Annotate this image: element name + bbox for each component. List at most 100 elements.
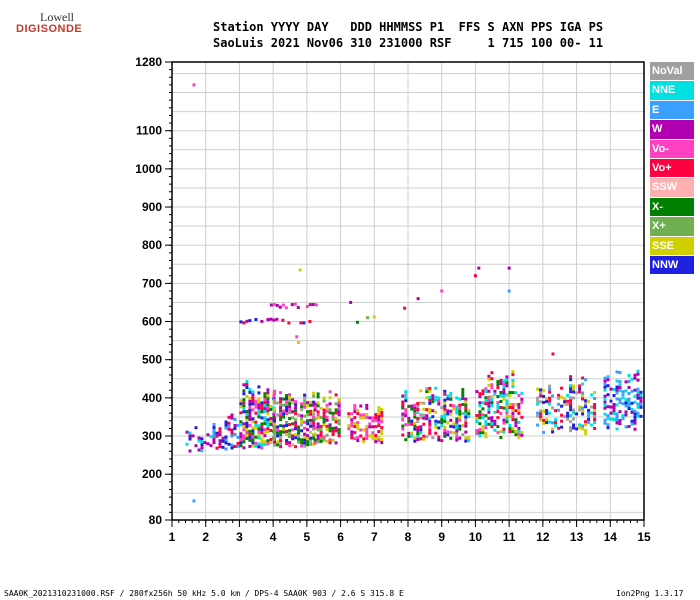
echo-point bbox=[452, 425, 456, 429]
y-tick-label: 500 bbox=[142, 353, 162, 367]
echo-point bbox=[260, 440, 264, 444]
echo-point bbox=[581, 397, 585, 401]
echo-point bbox=[606, 384, 610, 388]
echo-point bbox=[254, 411, 258, 415]
echo-point bbox=[257, 397, 261, 401]
echo-point bbox=[410, 434, 414, 438]
echo-point bbox=[449, 430, 453, 434]
echo-point bbox=[404, 408, 408, 412]
echo-point bbox=[499, 436, 503, 439]
echo-point bbox=[458, 427, 462, 431]
echo-point bbox=[242, 401, 246, 405]
echo-point bbox=[380, 420, 384, 424]
echo-point bbox=[273, 419, 277, 423]
echo-point bbox=[581, 424, 585, 428]
echo-point bbox=[615, 412, 619, 416]
echo-point bbox=[404, 393, 408, 397]
echo-point bbox=[285, 433, 289, 436]
echo-point bbox=[331, 426, 335, 430]
echo-point bbox=[309, 400, 313, 404]
echo-point bbox=[322, 396, 326, 400]
echo-point bbox=[627, 425, 631, 428]
echo-point bbox=[560, 395, 564, 399]
echo-point bbox=[615, 370, 619, 374]
trace-point bbox=[290, 303, 294, 307]
echo-point bbox=[371, 419, 375, 423]
echo-point bbox=[612, 412, 616, 415]
scatter-point bbox=[372, 315, 376, 319]
echo-point bbox=[493, 419, 497, 423]
echo-point bbox=[374, 413, 378, 417]
echo-point bbox=[334, 420, 338, 424]
echo-point bbox=[593, 397, 597, 400]
echo-point bbox=[306, 440, 310, 444]
echo-point bbox=[263, 395, 267, 399]
echo-point bbox=[306, 413, 310, 417]
echo-point bbox=[452, 404, 456, 408]
echo-point bbox=[505, 408, 509, 412]
echo-point bbox=[440, 415, 444, 419]
scatter-point bbox=[416, 297, 420, 301]
echo-point bbox=[428, 401, 432, 405]
echo-point bbox=[242, 434, 246, 438]
echo-point bbox=[297, 440, 301, 444]
echo-point bbox=[419, 428, 423, 432]
echo-point bbox=[380, 411, 384, 415]
echo-point bbox=[319, 427, 323, 431]
echo-point bbox=[224, 435, 228, 439]
echo-point bbox=[313, 405, 317, 409]
echo-point bbox=[502, 391, 506, 395]
echo-point bbox=[446, 412, 450, 416]
echo-point bbox=[245, 437, 249, 440]
echo-point bbox=[624, 413, 628, 417]
echo-point bbox=[587, 420, 591, 424]
echo-point bbox=[496, 404, 500, 408]
echo-point bbox=[263, 440, 267, 444]
echo-point bbox=[325, 415, 329, 419]
echo-point bbox=[236, 441, 240, 445]
echo-point bbox=[419, 416, 423, 420]
echo-point bbox=[590, 411, 594, 415]
scatter-point bbox=[355, 320, 359, 324]
echo-point bbox=[413, 403, 417, 407]
logo-line2: DIGISONDE bbox=[16, 23, 83, 35]
echo-point bbox=[300, 420, 304, 424]
echo-point bbox=[337, 419, 341, 423]
echo-point bbox=[636, 396, 640, 400]
echo-point bbox=[603, 379, 607, 383]
echo-point bbox=[431, 394, 435, 398]
echo-point bbox=[309, 424, 313, 428]
echo-point bbox=[615, 379, 619, 383]
scatter-point bbox=[473, 274, 477, 278]
echo-point bbox=[260, 446, 264, 450]
echo-point bbox=[306, 437, 310, 441]
echo-point bbox=[312, 415, 316, 419]
echo-point bbox=[452, 422, 456, 426]
echo-point bbox=[313, 438, 317, 442]
echo-point bbox=[291, 434, 295, 438]
y-tick-label: 1280 bbox=[135, 55, 162, 69]
echo-point bbox=[443, 425, 447, 429]
trace-point bbox=[269, 303, 273, 307]
echo-point bbox=[242, 425, 246, 429]
echo-point bbox=[458, 406, 462, 410]
echo-point bbox=[618, 386, 622, 390]
echo-point bbox=[194, 444, 198, 448]
echo-point bbox=[401, 427, 405, 431]
echo-point bbox=[401, 433, 405, 437]
echo-point bbox=[245, 422, 249, 425]
echo-point bbox=[511, 409, 515, 413]
echo-point bbox=[603, 418, 607, 422]
echo-point bbox=[276, 443, 280, 447]
echo-point bbox=[464, 421, 468, 425]
echo-point bbox=[566, 399, 570, 403]
echo-point bbox=[297, 434, 301, 438]
echo-point bbox=[224, 420, 228, 424]
echo-point bbox=[627, 392, 631, 395]
echo-point bbox=[282, 415, 286, 419]
echo-point bbox=[236, 435, 240, 439]
echo-point bbox=[566, 402, 570, 406]
echo-point bbox=[517, 426, 521, 430]
echo-point bbox=[440, 418, 444, 422]
